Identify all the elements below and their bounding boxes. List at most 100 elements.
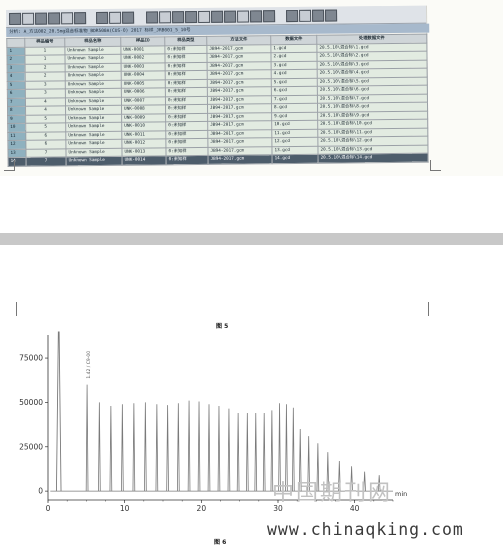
- row-number-cell[interactable]: 7: [7, 97, 26, 107]
- skip-icon[interactable]: [325, 9, 338, 22]
- page-separator: [0, 233, 503, 245]
- open-icon[interactable]: [9, 12, 22, 25]
- window-icon[interactable]: [74, 12, 87, 25]
- peak: [85, 384, 89, 492]
- document-page: 图 5 0 10 20 30 40 0 25000 50000 75000 min 1.42 / C…: [0, 245, 503, 546]
- peak: [132, 403, 136, 492]
- peak: [377, 475, 381, 492]
- row-number-cell[interactable]: 8: [7, 106, 26, 115]
- tool-icon[interactable]: [159, 11, 172, 24]
- site-url: www.chinaqking.com: [267, 520, 464, 539]
- tool-icon[interactable]: [146, 11, 159, 24]
- tool-icon[interactable]: [250, 10, 263, 23]
- settings-icon[interactable]: [96, 11, 109, 25]
- tool-icon[interactable]: [185, 10, 198, 24]
- crop-mark: [4, 160, 15, 171]
- peak-label: 1.42 / C9-00: [86, 351, 92, 379]
- peak: [197, 401, 201, 492]
- peak: [207, 404, 211, 492]
- row-number-cell[interactable]: 2: [6, 55, 26, 64]
- figure6-caption: 图 6: [214, 539, 227, 546]
- table-cell[interactable]: 20.5.10\混合标\14.gcd: [318, 153, 429, 163]
- table-cell[interactable]: Unknown Sample: [66, 156, 123, 166]
- tool-icon[interactable]: [224, 10, 237, 23]
- x-tick-label: 0: [46, 504, 51, 513]
- stop-icon[interactable]: [312, 9, 325, 22]
- software-screenshot-panel: 分析: A_方法002_20.5mg混合标准物_BDR500A(CUS-O) 2…: [0, 0, 503, 176]
- x-tick-label: 10: [120, 504, 130, 513]
- row-number-cell[interactable]: 3: [7, 63, 26, 73]
- peak: [326, 452, 330, 492]
- peak: [307, 436, 310, 492]
- peak: [298, 429, 302, 492]
- tool-icon[interactable]: [237, 10, 250, 23]
- row-number-cell[interactable]: 5: [7, 80, 26, 90]
- peak: [227, 408, 231, 492]
- crop-mark: [6, 302, 17, 316]
- table-icon[interactable]: [61, 12, 74, 25]
- row-number-cell[interactable]: 11: [7, 131, 26, 141]
- table-cell[interactable]: UNK-0014: [122, 155, 167, 165]
- row-number-cell[interactable]: 9: [7, 114, 26, 124]
- peak: [350, 466, 353, 492]
- row-number-cell[interactable]: 10: [7, 123, 26, 132]
- table-cell[interactable]: JB94-2017.gcm: [208, 154, 273, 164]
- chromatogram-chart: 0 10 20 30 40 0 25000 50000 75000 min 1.42 / C9-00: [19, 331, 407, 513]
- peak: [278, 403, 281, 492]
- row-number-cell[interactable]: 1: [6, 46, 25, 56]
- table-cell[interactable]: 0:未知样: [166, 155, 209, 165]
- crop-mark: [430, 160, 441, 171]
- row-number-cell[interactable]: 12: [7, 140, 26, 149]
- peak: [155, 404, 159, 492]
- tool-icon[interactable]: [263, 10, 276, 23]
- peak: [270, 410, 274, 492]
- x-axis-unit: min: [395, 490, 407, 498]
- peak: [254, 413, 258, 492]
- peak: [316, 443, 320, 492]
- batch-table: 样品编号 样品名称 样品ID 样品类型 方法文件 数据文件 处理数据文件 1 1 Unknown…: [6, 34, 429, 167]
- row-number-cell[interactable]: 4: [7, 72, 26, 81]
- tool-icon[interactable]: [172, 11, 185, 24]
- watermark-text: 中国期刊网: [272, 481, 393, 506]
- run-icon[interactable]: [286, 9, 299, 23]
- peak: [285, 404, 288, 492]
- row-number-cell[interactable]: 13: [7, 148, 27, 158]
- tool-icon[interactable]: [198, 10, 211, 23]
- figure5-caption: 图 5: [216, 323, 229, 330]
- crop-mark: [428, 302, 439, 316]
- print-icon[interactable]: [35, 12, 48, 25]
- peak: [98, 402, 101, 492]
- row-number-cell[interactable]: 6: [7, 89, 26, 98]
- solvent-peak: [55, 331, 62, 492]
- table-cell[interactable]: 7: [26, 156, 67, 166]
- peak: [246, 413, 249, 492]
- table-cell[interactable]: 14.gcd: [272, 154, 319, 164]
- x-tick-label: 20: [197, 504, 207, 513]
- peak: [187, 400, 191, 492]
- batch-table-window: 分析: A_方法002_20.5mg混合标准物_BDR500A(CUS-O) 2…: [6, 5, 430, 166]
- y-tick-label: 50000: [19, 398, 43, 407]
- peak: [144, 402, 147, 492]
- peak: [217, 405, 221, 492]
- x-tick-label: 30: [273, 504, 283, 513]
- y-tick-label: 0: [38, 487, 43, 496]
- peak: [338, 460, 341, 492]
- grid-icon[interactable]: [48, 12, 61, 25]
- column-header[interactable]: [6, 38, 25, 47]
- save-icon[interactable]: [22, 12, 35, 25]
- peak: [236, 413, 240, 492]
- y-tick-label: 25000: [19, 442, 43, 451]
- peak: [363, 471, 366, 492]
- peak: [177, 403, 180, 492]
- peak: [109, 405, 113, 492]
- pause-icon[interactable]: [299, 9, 312, 22]
- peak: [166, 405, 169, 492]
- copy-icon[interactable]: [109, 11, 122, 24]
- tool-icon[interactable]: [211, 10, 224, 23]
- peak: [262, 413, 266, 492]
- y-tick-label: 75000: [19, 354, 43, 363]
- x-tick-label: 40: [350, 504, 360, 513]
- peak: [121, 404, 124, 492]
- peak: [292, 407, 295, 492]
- paste-icon[interactable]: [122, 11, 135, 24]
